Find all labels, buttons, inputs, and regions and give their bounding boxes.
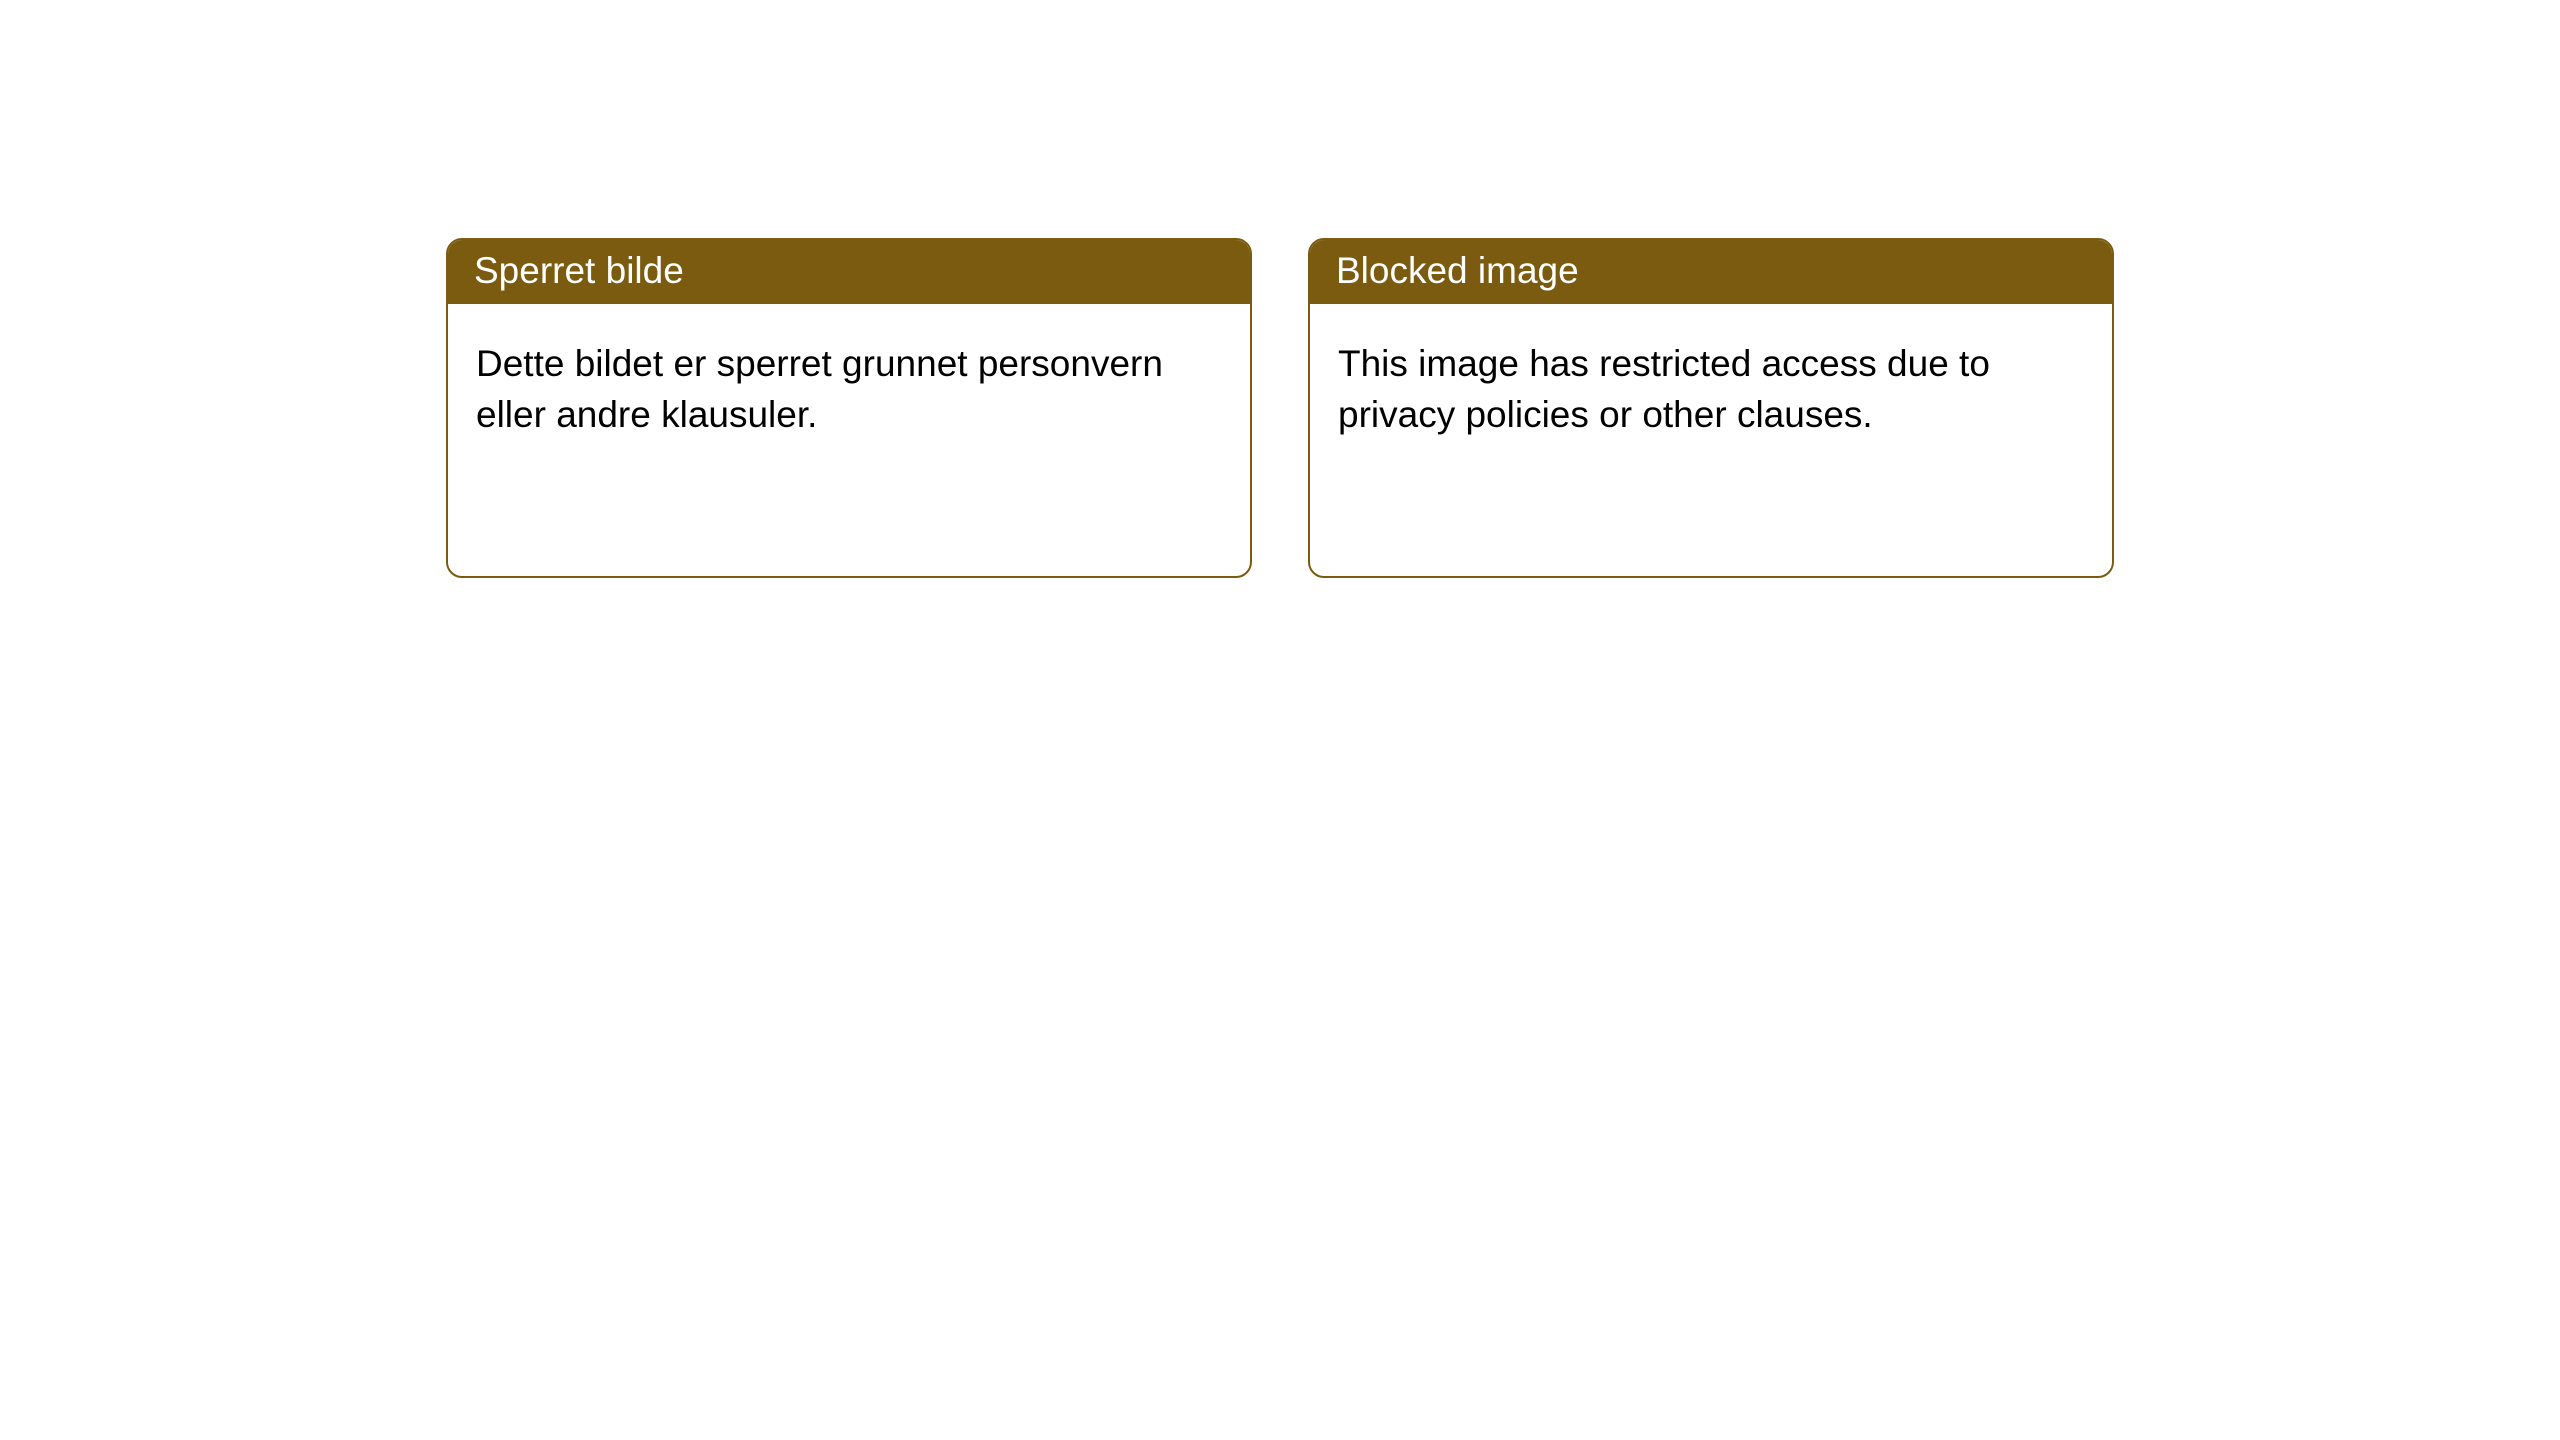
- notice-cards-container: Sperret bilde Dette bildet er sperret gr…: [0, 0, 2560, 578]
- card-title: Blocked image: [1310, 240, 2112, 304]
- notice-card-english: Blocked image This image has restricted …: [1308, 238, 2114, 578]
- card-body: Dette bildet er sperret grunnet personve…: [448, 304, 1250, 475]
- card-body: This image has restricted access due to …: [1310, 304, 2112, 475]
- notice-card-norwegian: Sperret bilde Dette bildet er sperret gr…: [446, 238, 1252, 578]
- card-title: Sperret bilde: [448, 240, 1250, 304]
